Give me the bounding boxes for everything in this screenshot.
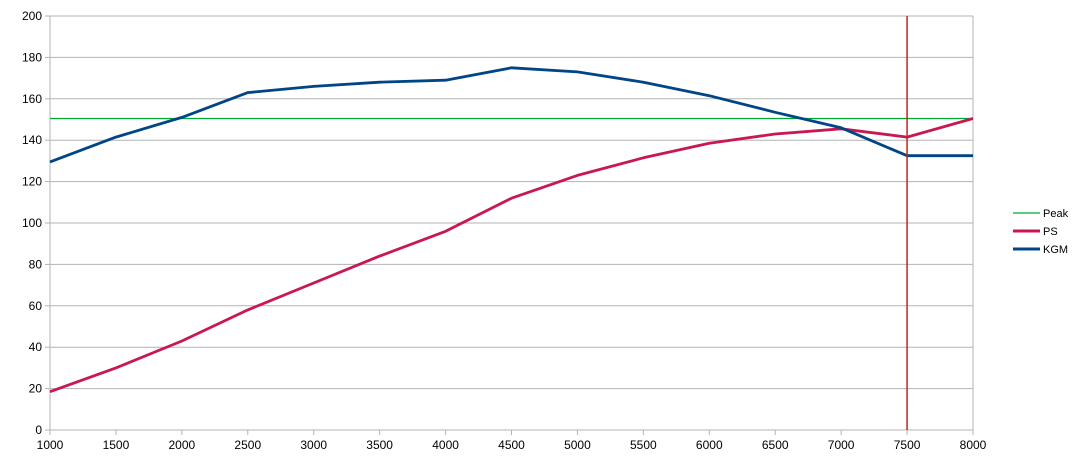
y-tick-label: 40	[29, 340, 43, 354]
series-line-kgm	[49, 66, 973, 164]
x-tick-label: 3500	[366, 438, 393, 452]
legend: Peak PS KGM	[1013, 208, 1069, 256]
y-tick-label: 200	[22, 9, 42, 23]
x-tick-label: 5500	[630, 438, 657, 452]
series-line-ps	[49, 117, 974, 394]
y-tick-label: 120	[22, 175, 42, 189]
y-tick-label: 0	[35, 423, 42, 437]
y-tick-label: 180	[22, 50, 42, 64]
y-tick-label: 80	[29, 257, 43, 271]
legend-label-kgm: KGM	[1043, 244, 1068, 256]
x-axis-tick-labels: 1000 1500 2000 2500 3000 3500 4000 4500 5000 5500…	[37, 438, 987, 452]
y-tick-label: 20	[29, 382, 43, 396]
x-tick-label: 4500	[498, 438, 525, 452]
x-tick-label: 8000	[960, 438, 987, 452]
y-tick-label: 100	[22, 216, 42, 230]
x-tick-label: 3000	[300, 438, 327, 452]
legend-label-ps: PS	[1043, 226, 1058, 238]
x-tick-label: 5000	[564, 438, 591, 452]
x-tick-label: 6500	[762, 438, 789, 452]
legend-label-peak: Peak	[1043, 208, 1069, 220]
y-axis-tick-labels: 0 20 40 60 80 100 120 140 160 180 200	[22, 9, 42, 437]
x-tick-label: 4000	[432, 438, 459, 452]
y-tick-label: 160	[22, 92, 42, 106]
x-tick-label: 7500	[894, 438, 921, 452]
x-tick-label: 7000	[828, 438, 855, 452]
x-tick-label: 1000	[37, 438, 64, 452]
gridlines	[50, 15, 973, 431]
x-tick-label: 6000	[696, 438, 723, 452]
x-tick-label: 2500	[234, 438, 261, 452]
y-tick-label: 140	[22, 133, 42, 147]
x-tick-label: 1500	[103, 438, 130, 452]
axes	[45, 15, 974, 435]
series-lines	[49, 66, 974, 394]
x-tick-label: 2000	[169, 438, 196, 452]
y-tick-label: 60	[29, 299, 43, 313]
